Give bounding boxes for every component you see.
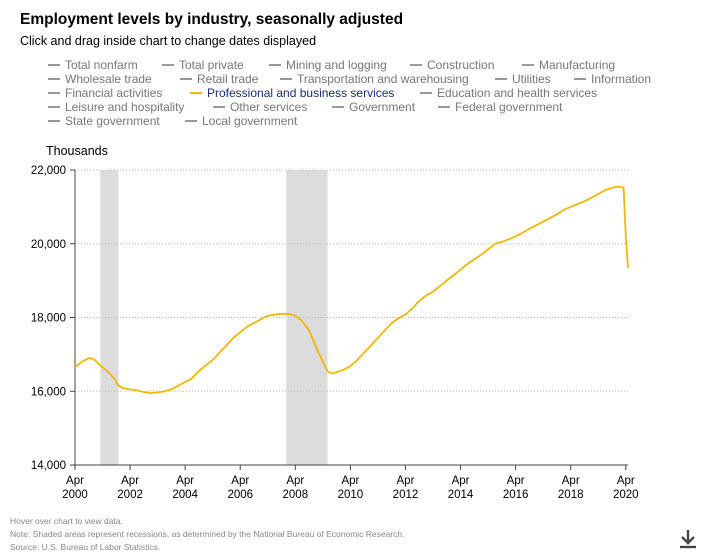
legend-item-construction[interactable]: Construction (410, 58, 494, 72)
legend-swatch (180, 77, 192, 80)
x-tick-label: Apr (341, 475, 359, 487)
recession-band (100, 170, 119, 465)
legend-swatch (48, 119, 60, 122)
legend-item-total-nonfarm[interactable]: Total nonfarm (48, 58, 138, 72)
x-tick-label: Apr (397, 475, 415, 487)
x-tick-label: 2020 (613, 489, 639, 501)
legend-swatch (420, 91, 432, 94)
y-tick-label: 14,000 (31, 460, 66, 472)
legend-swatch (495, 77, 507, 80)
legend-swatch (332, 105, 344, 108)
legend-swatch (185, 119, 197, 122)
legend-item-education-health-services[interactable]: Education and health services (420, 86, 597, 100)
legend-swatch (574, 77, 586, 80)
x-tick-label: Apr (507, 475, 525, 487)
x-tick-label: Apr (121, 475, 139, 487)
legend-item-financial-activities[interactable]: Financial activities (48, 86, 162, 100)
x-tick-label: Apr (66, 475, 84, 487)
legend-item-local-government[interactable]: Local government (185, 114, 297, 128)
x-tick-label: Apr (286, 475, 304, 487)
x-tick-label: 2000 (62, 489, 88, 501)
legend-item-government[interactable]: Government (332, 100, 415, 114)
x-tick-label: Apr (452, 475, 470, 487)
legend-swatch (438, 105, 450, 108)
legend-swatch (48, 91, 60, 94)
legend-swatch (48, 63, 60, 66)
x-tick-label: 2010 (338, 489, 364, 501)
x-tick-label: 2016 (503, 489, 529, 501)
legend-item-utilities[interactable]: Utilities (495, 72, 551, 86)
legend-item-leisure-hospitality[interactable]: Leisure and hospitality (48, 100, 184, 114)
x-tick-label: Apr (562, 475, 580, 487)
x-tick-label: 2006 (227, 489, 253, 501)
y-tick-label: 18,000 (31, 313, 66, 325)
x-tick-label: 2018 (558, 489, 584, 501)
legend-swatch (269, 63, 281, 66)
legend-swatch (280, 77, 292, 80)
download-icon[interactable] (678, 528, 698, 550)
legend-swatch (48, 105, 60, 108)
hover-note: Hover over chart to view data. (10, 516, 123, 526)
legend-item-transportation-warehousing[interactable]: Transportation and warehousing (280, 72, 469, 86)
recession-note: Note: Shaded areas represent recessions,… (10, 529, 405, 539)
chart-subtitle: Click and drag inside chart to change da… (20, 34, 317, 48)
legend-swatch (213, 105, 225, 108)
legend-item-wholesale-trade[interactable]: Wholesale trade (48, 72, 152, 86)
legend-swatch (522, 63, 534, 66)
legend-item-manufacturing[interactable]: Manufacturing (522, 58, 615, 72)
legend-item-information[interactable]: Information (574, 72, 651, 86)
x-tick-label: 2014 (448, 489, 474, 501)
source-note: Source: U.S. Bureau of Labor Statistics. (10, 542, 161, 552)
x-tick-label: 2008 (283, 489, 309, 501)
y-tick-label: 16,000 (31, 386, 66, 398)
legend-item-other-services[interactable]: Other services (213, 100, 307, 114)
legend-swatch (410, 63, 422, 66)
x-tick-label: 2004 (172, 489, 198, 501)
legend-item-professional-business-services[interactable]: Professional and business services (190, 86, 394, 100)
x-tick-label: Apr (176, 475, 194, 487)
legend-swatch (190, 91, 202, 94)
legend-item-total-private[interactable]: Total private (162, 58, 244, 72)
chart-title: Employment levels by industry, seasonall… (20, 11, 404, 28)
y-tick-label: 20,000 (31, 239, 66, 251)
line-chart[interactable]: 14,000 16,000 18,000 20,000 22,000 Thousands A… (0, 140, 711, 510)
legend-item-federal-government[interactable]: Federal government (438, 100, 562, 114)
x-tick-label: Apr (231, 475, 249, 487)
x-tick-label: 2012 (393, 489, 419, 501)
legend-item-retail-trade[interactable]: Retail trade (180, 72, 258, 86)
legend-swatch (162, 63, 174, 66)
legend-swatch (48, 77, 60, 80)
series-line (74, 185, 629, 395)
legend-item-state-government[interactable]: State government (48, 114, 160, 128)
y-axis-label: Thousands (46, 144, 108, 158)
legend-item-mining-logging[interactable]: Mining and logging (269, 58, 387, 72)
y-tick-label: 22,000 (31, 165, 66, 177)
x-tick-label: Apr (617, 475, 635, 487)
x-tick-label: 2002 (117, 489, 143, 501)
